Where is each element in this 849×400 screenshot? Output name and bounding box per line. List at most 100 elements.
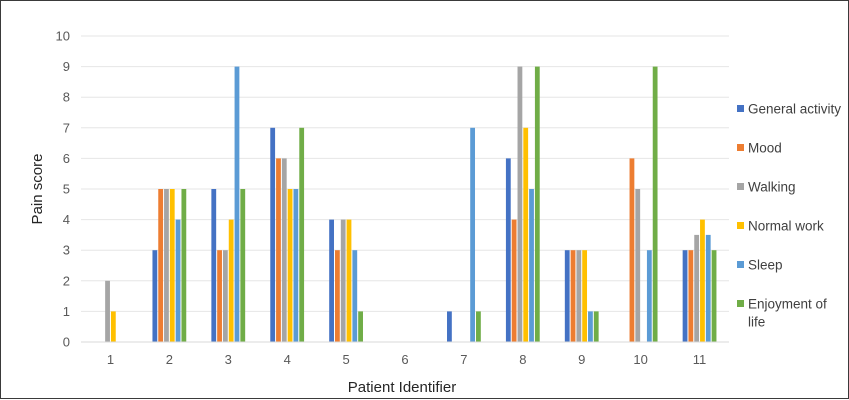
bar	[234, 66, 240, 342]
bar	[688, 250, 694, 342]
bar	[517, 66, 523, 342]
x-tick-label: 2	[166, 352, 173, 367]
legend-item: Normal work	[737, 219, 824, 234]
bar	[523, 127, 529, 342]
bar	[346, 219, 352, 342]
bar	[711, 250, 717, 342]
bar	[329, 219, 334, 342]
bar	[240, 189, 246, 342]
bar	[646, 250, 652, 342]
x-tick-label: 8	[519, 352, 526, 367]
bar	[682, 250, 688, 342]
y-tick-label: 6	[63, 151, 70, 166]
bar	[158, 189, 164, 342]
y-axis-ticks: 0 1 2 3 4 5 6 7 8 9 10	[56, 29, 70, 350]
bar	[593, 311, 599, 342]
bar	[700, 219, 705, 342]
x-tick-label: 11	[693, 352, 707, 367]
y-axis-title: Pain score	[29, 154, 46, 225]
legend-swatch	[737, 261, 744, 268]
legend-swatch	[737, 183, 744, 190]
legend: General activity Mood Walking Normal work Sl…	[737, 102, 841, 330]
bar	[164, 189, 169, 342]
bar	[228, 219, 234, 342]
legend-item: Walking	[737, 180, 796, 195]
legend-swatch	[737, 144, 744, 151]
bar	[105, 280, 110, 342]
x-tick-label: 9	[578, 352, 585, 367]
bar	[222, 250, 228, 342]
bar	[334, 250, 340, 342]
bar	[287, 189, 293, 342]
bar	[705, 234, 711, 342]
y-tick-label: 5	[63, 182, 70, 197]
bar	[635, 189, 641, 342]
x-tick-label: 6	[401, 352, 408, 367]
y-tick-label: 3	[63, 243, 70, 258]
legend-label: General activity	[748, 102, 841, 117]
bar	[211, 189, 217, 342]
legend-label: Walking	[748, 180, 796, 195]
y-tick-label: 7	[63, 120, 70, 135]
bar	[217, 250, 222, 342]
legend-swatch	[737, 105, 744, 112]
bar	[276, 158, 281, 342]
x-axis-title: Patient Identifier	[348, 379, 456, 396]
x-tick-label: 7	[460, 352, 467, 367]
y-tick-label: 9	[63, 59, 70, 74]
bar	[270, 127, 276, 342]
x-tick-label: 1	[107, 352, 114, 367]
bar	[110, 311, 116, 342]
y-tick-label: 10	[56, 29, 70, 44]
x-axis-ticks: 1 2 3 4 5 6 7 8 9 10 11	[107, 352, 706, 367]
y-tick-label: 0	[63, 335, 70, 350]
bar	[505, 158, 511, 342]
bar	[152, 250, 158, 342]
bar	[169, 189, 175, 342]
legend-item: Mood	[737, 141, 782, 156]
y-tick-label: 4	[63, 212, 70, 227]
legend-item: Sleep	[737, 258, 783, 273]
bar	[529, 189, 534, 342]
bar	[588, 311, 593, 342]
legend-swatch	[737, 222, 744, 229]
bar	[299, 127, 305, 342]
bar	[476, 311, 481, 342]
legend-item: General activity	[737, 102, 841, 117]
legend-label: Normal work	[748, 219, 824, 234]
bars	[105, 66, 717, 342]
legend-swatch	[737, 300, 744, 307]
legend-label: Mood	[748, 141, 782, 156]
legend-label: Enjoyment of life	[748, 297, 827, 330]
bar	[181, 189, 187, 342]
y-tick-label: 1	[63, 304, 70, 319]
bar	[629, 158, 635, 342]
bar	[352, 250, 358, 342]
bar	[534, 66, 540, 342]
gridlines	[81, 35, 729, 312]
y-tick-label: 2	[63, 273, 70, 288]
bar	[340, 219, 346, 342]
bar	[358, 311, 363, 342]
bar	[694, 234, 700, 342]
legend-item: Enjoyment of life	[737, 297, 827, 330]
bar	[570, 250, 576, 342]
bar	[447, 311, 452, 342]
bar	[175, 219, 181, 342]
x-tick-label: 5	[342, 352, 349, 367]
bar	[582, 250, 588, 342]
bar	[281, 158, 287, 342]
x-tick-label: 3	[225, 352, 232, 367]
x-tick-label: 10	[633, 352, 647, 367]
legend-label: Sleep	[748, 258, 783, 273]
bar	[511, 219, 517, 342]
bar	[564, 250, 570, 342]
bar	[576, 250, 582, 342]
bar	[470, 127, 476, 342]
y-tick-label: 8	[63, 90, 70, 105]
bar	[293, 189, 299, 342]
x-tick-label: 4	[284, 352, 291, 367]
bar	[652, 66, 658, 342]
